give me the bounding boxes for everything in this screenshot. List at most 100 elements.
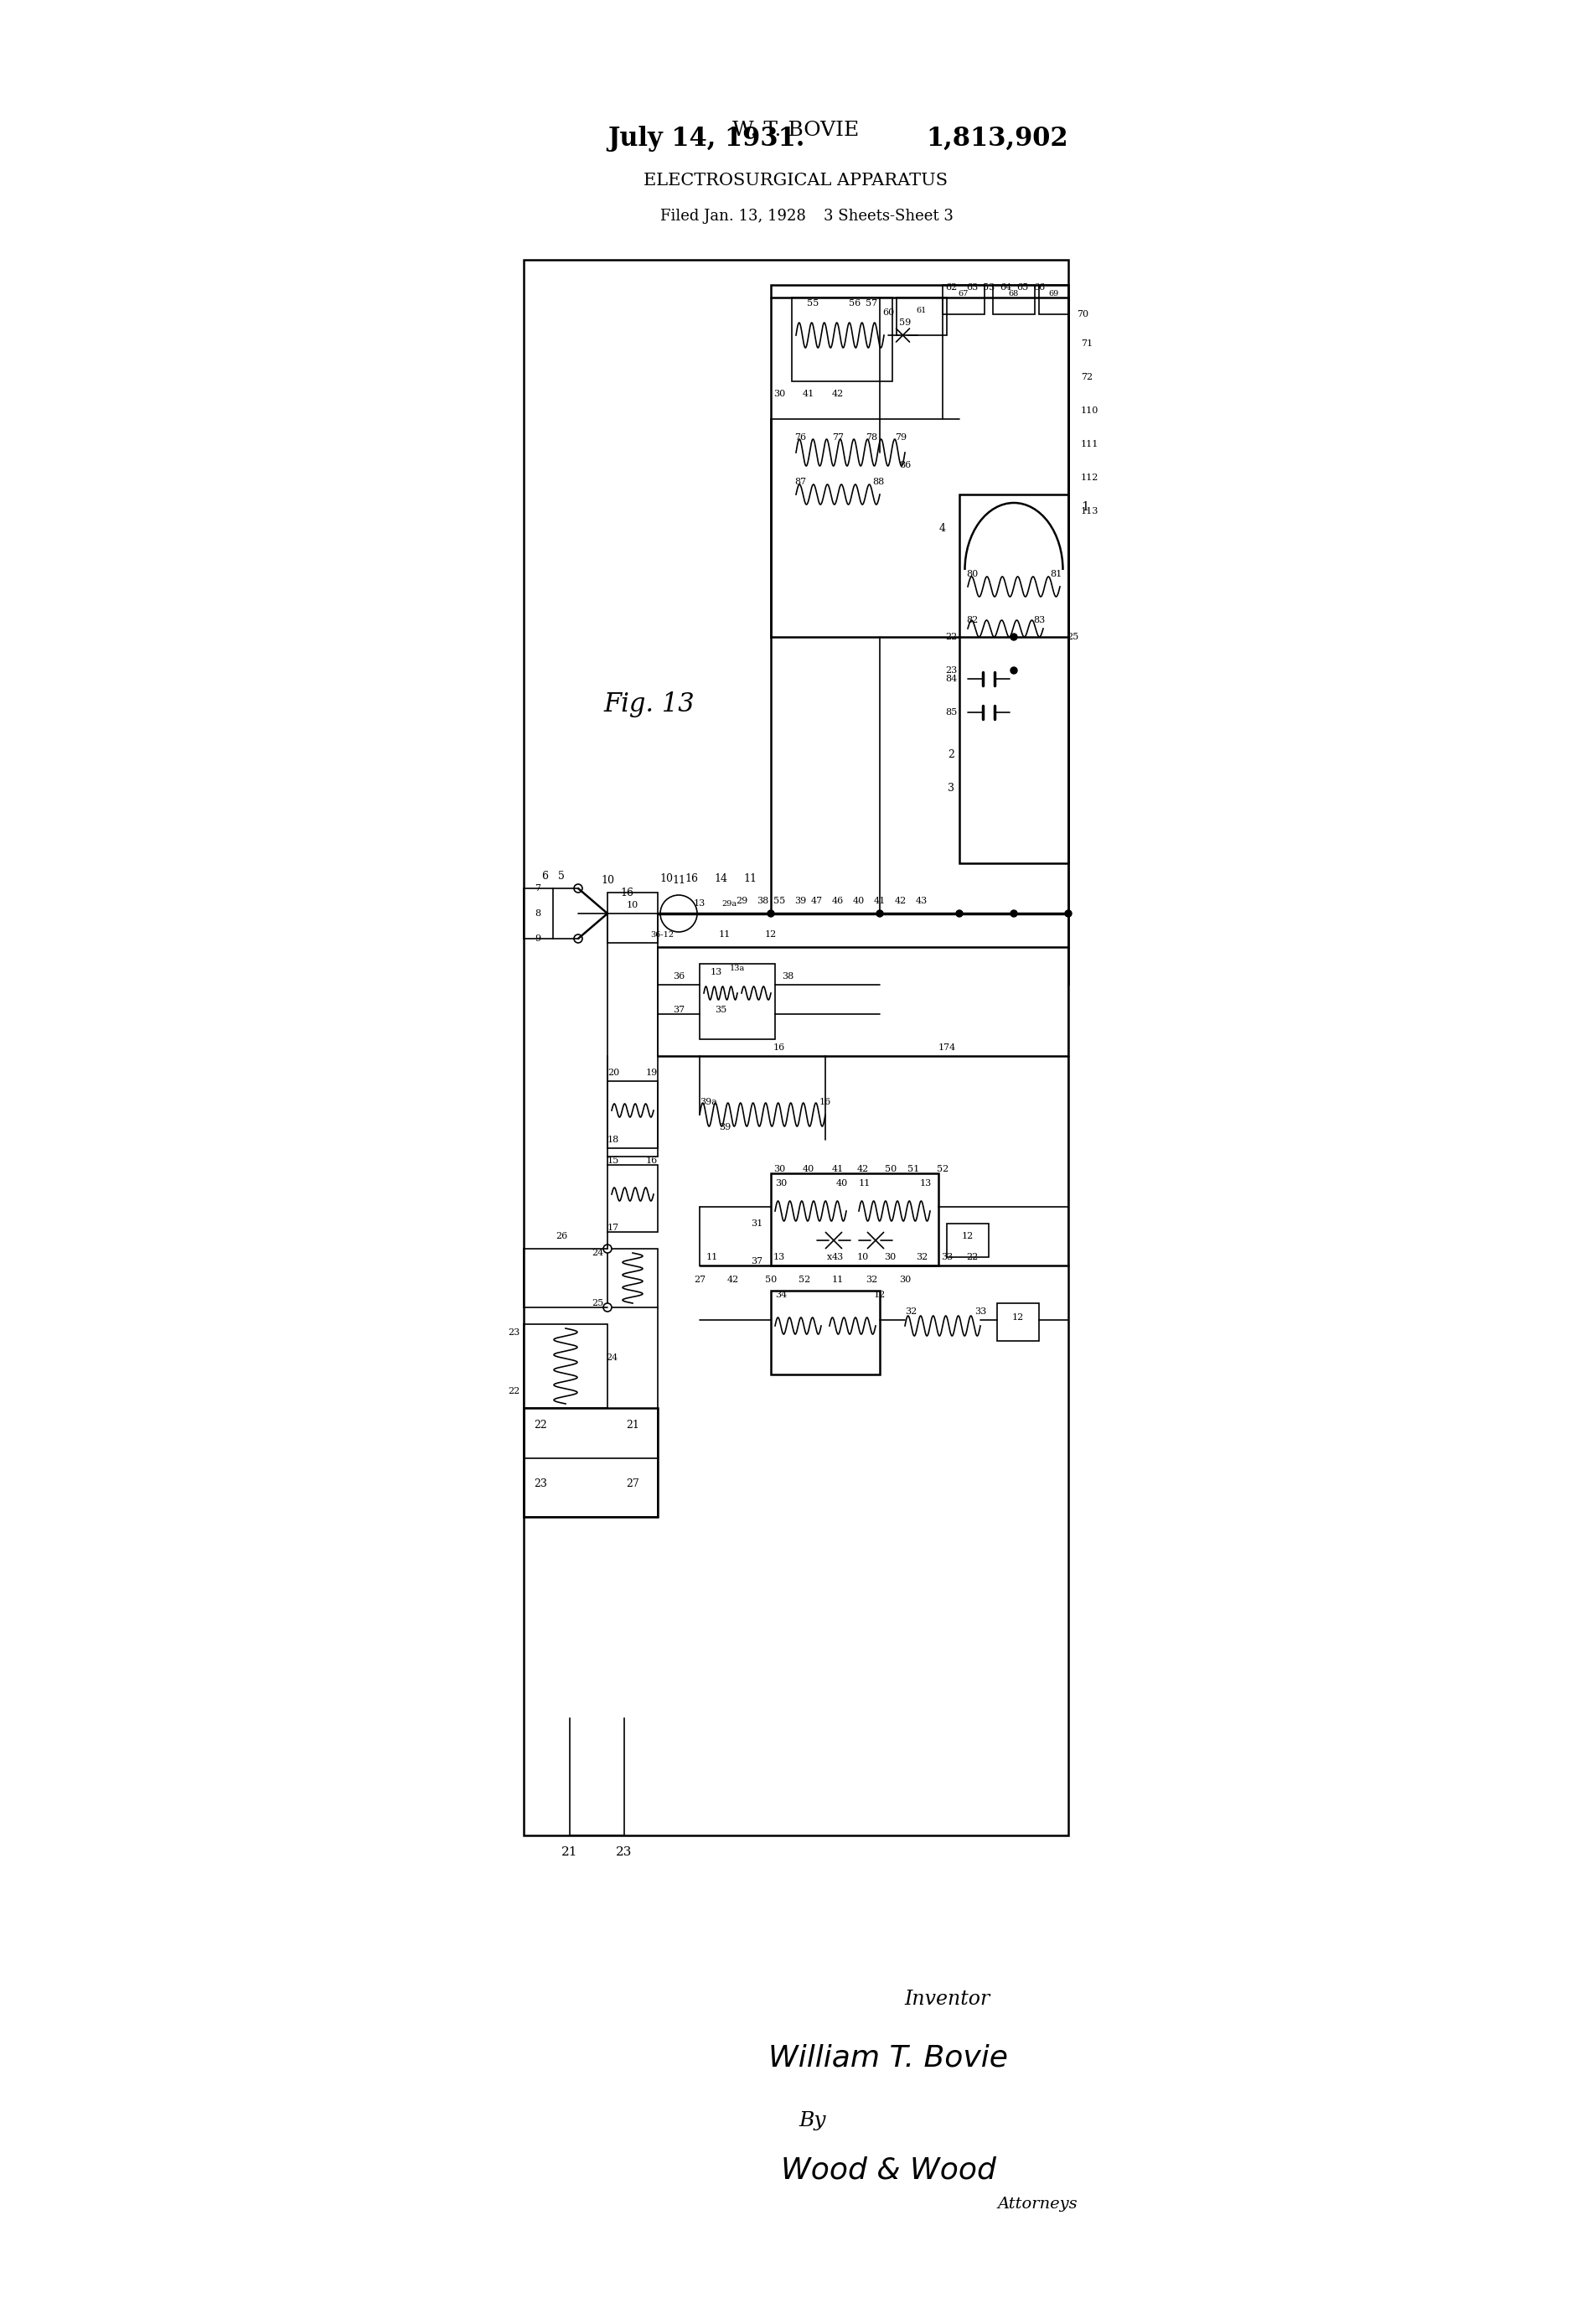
Text: 56: 56 bbox=[849, 300, 861, 307]
Text: 10: 10 bbox=[856, 1253, 869, 1262]
Text: 41: 41 bbox=[874, 897, 885, 904]
Bar bbox=[608, 892, 657, 944]
Text: 24: 24 bbox=[605, 1353, 618, 1362]
Text: 27: 27 bbox=[694, 1276, 705, 1283]
Text: 52: 52 bbox=[936, 1164, 949, 1174]
Text: 25: 25 bbox=[591, 1299, 603, 1308]
Text: 21: 21 bbox=[562, 1845, 578, 1857]
Text: 13a: 13a bbox=[729, 964, 745, 971]
Text: 50: 50 bbox=[885, 1164, 896, 1174]
Text: By: By bbox=[799, 2110, 826, 2131]
Text: 3 Sheets-Sheet 3: 3 Sheets-Sheet 3 bbox=[823, 209, 954, 223]
Text: 113: 113 bbox=[1081, 507, 1098, 516]
Circle shape bbox=[1011, 911, 1017, 918]
Text: 55: 55 bbox=[774, 897, 785, 904]
Bar bbox=[608, 1164, 657, 1232]
Text: 70: 70 bbox=[1076, 309, 1089, 318]
Text: 86: 86 bbox=[899, 460, 911, 469]
Text: 8: 8 bbox=[535, 909, 540, 918]
Text: 13: 13 bbox=[774, 1253, 785, 1262]
Text: ELECTROSURGICAL APPARATUS: ELECTROSURGICAL APPARATUS bbox=[643, 172, 949, 188]
Text: 72: 72 bbox=[1081, 372, 1092, 381]
Bar bbox=[997, 1304, 1040, 1341]
Text: 23: 23 bbox=[533, 1478, 548, 1490]
Text: 30: 30 bbox=[775, 1178, 786, 1188]
Text: 40: 40 bbox=[853, 897, 864, 904]
Bar bbox=[524, 1325, 608, 1408]
Text: 16: 16 bbox=[619, 888, 634, 897]
Text: 65: 65 bbox=[1016, 284, 1028, 290]
Text: 67: 67 bbox=[958, 290, 970, 297]
Bar bbox=[771, 286, 1068, 637]
Text: 23: 23 bbox=[508, 1329, 519, 1336]
Text: 60: 60 bbox=[882, 309, 895, 316]
Text: 80: 80 bbox=[966, 569, 977, 579]
Text: 40: 40 bbox=[802, 1164, 815, 1174]
Circle shape bbox=[877, 911, 884, 918]
Bar bbox=[771, 1174, 938, 1267]
Text: Fig. 13: Fig. 13 bbox=[603, 690, 694, 718]
Text: 42: 42 bbox=[728, 1276, 739, 1283]
Text: 38: 38 bbox=[782, 971, 793, 981]
Text: 39a: 39a bbox=[699, 1097, 716, 1106]
Text: 35: 35 bbox=[715, 1006, 726, 1013]
Text: 21: 21 bbox=[626, 1420, 640, 1429]
Text: 22: 22 bbox=[533, 1420, 548, 1429]
Text: 77: 77 bbox=[833, 432, 844, 442]
Text: 16: 16 bbox=[820, 1097, 831, 1106]
Text: 14: 14 bbox=[713, 874, 728, 883]
Text: 23: 23 bbox=[946, 667, 957, 674]
Text: 16: 16 bbox=[685, 874, 697, 883]
Text: 33: 33 bbox=[941, 1253, 952, 1262]
Text: 12: 12 bbox=[1013, 1313, 1024, 1322]
Text: 16: 16 bbox=[774, 1043, 785, 1053]
Circle shape bbox=[767, 911, 774, 918]
Text: 41: 41 bbox=[802, 390, 815, 397]
Bar bbox=[524, 1408, 657, 1518]
Text: 22: 22 bbox=[508, 1387, 519, 1394]
Bar bbox=[993, 286, 1035, 314]
Text: 43: 43 bbox=[833, 1253, 844, 1262]
Text: 64: 64 bbox=[1000, 284, 1011, 290]
Text: 29a: 29a bbox=[721, 899, 737, 906]
Text: 85: 85 bbox=[946, 709, 957, 716]
Text: 39: 39 bbox=[720, 1122, 731, 1132]
Text: 3: 3 bbox=[947, 783, 954, 792]
Text: 41: 41 bbox=[833, 1164, 844, 1174]
Text: 69: 69 bbox=[1049, 290, 1059, 297]
Text: 36-12: 36-12 bbox=[650, 930, 673, 939]
Text: 111: 111 bbox=[1081, 439, 1098, 449]
Text: 38: 38 bbox=[756, 897, 769, 904]
Bar bbox=[608, 1248, 657, 1308]
Text: 61: 61 bbox=[917, 307, 927, 314]
Text: 79: 79 bbox=[895, 432, 907, 442]
Text: 22: 22 bbox=[946, 632, 957, 641]
Text: 59: 59 bbox=[899, 318, 911, 328]
Text: 30: 30 bbox=[774, 390, 785, 397]
Text: 5: 5 bbox=[559, 872, 565, 881]
Text: 112: 112 bbox=[1081, 474, 1098, 481]
Circle shape bbox=[575, 883, 583, 892]
Text: 47: 47 bbox=[810, 897, 823, 904]
Text: 30: 30 bbox=[899, 1276, 911, 1283]
Text: 71: 71 bbox=[1081, 339, 1092, 349]
Text: 84: 84 bbox=[946, 674, 957, 683]
Text: 15: 15 bbox=[608, 1157, 619, 1164]
Text: 10: 10 bbox=[600, 874, 615, 885]
Text: 23: 23 bbox=[616, 1845, 632, 1857]
Text: 81: 81 bbox=[1049, 569, 1062, 579]
Bar bbox=[896, 297, 947, 335]
Circle shape bbox=[1065, 911, 1071, 918]
Text: 34: 34 bbox=[775, 1290, 786, 1299]
Text: Filed Jan. 13, 1928: Filed Jan. 13, 1928 bbox=[661, 209, 806, 223]
Text: 12: 12 bbox=[962, 1232, 974, 1241]
Text: 88: 88 bbox=[872, 479, 884, 486]
Text: 10: 10 bbox=[627, 902, 638, 909]
Text: 174: 174 bbox=[938, 1043, 955, 1053]
Text: 20: 20 bbox=[608, 1069, 619, 1076]
Text: 19: 19 bbox=[646, 1069, 657, 1076]
Text: 57: 57 bbox=[866, 300, 877, 307]
Text: 13: 13 bbox=[920, 1178, 931, 1188]
Text: 12: 12 bbox=[874, 1290, 885, 1299]
Text: William T. Bovie: William T. Bovie bbox=[769, 2043, 1008, 2071]
